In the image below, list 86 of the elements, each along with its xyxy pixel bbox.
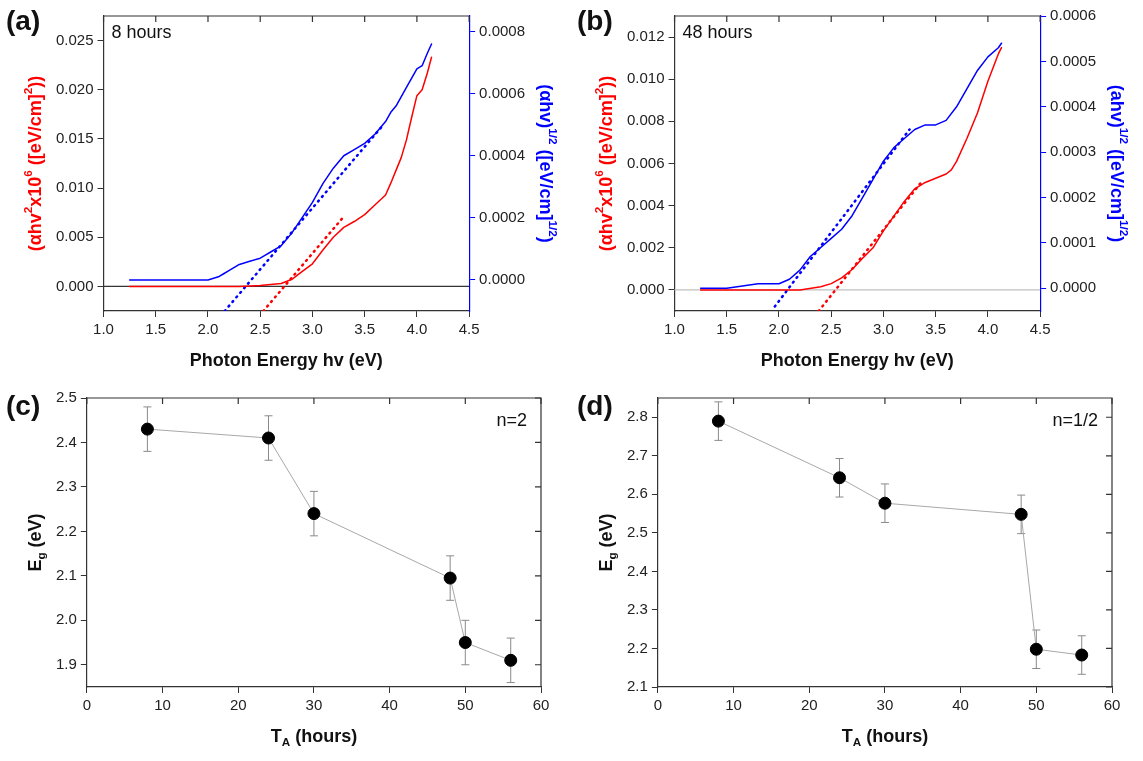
x-axis-title: Photon Energy hv (eV) (760, 349, 954, 370)
y2-tick-label: 0.0005 (1050, 51, 1097, 69)
x-tick-label: 4.0 (406, 320, 428, 338)
x-tick-label: 2.5 (820, 320, 842, 338)
y2-tick-label: 0.0006 (1050, 6, 1097, 24)
y-tick-label: 2.0 (55, 610, 77, 628)
y-tick-label: 2.2 (55, 521, 77, 539)
y-tick-label: 2.1 (626, 677, 648, 695)
y-tick-label: 2.4 (55, 432, 77, 450)
x-tick-label: 50 (1027, 696, 1045, 714)
y-axis-title: (αhv2x106 ([eV/cm]2)) (592, 75, 616, 252)
annotation: n=1/2 (1052, 409, 1098, 430)
y-tick-label: 0.002 (626, 237, 665, 255)
text: (b) (577, 4, 613, 36)
x-tick-label: 2.0 (197, 320, 219, 338)
x-tick-label: 2.5 (249, 320, 271, 338)
x-tick-label: 1.5 (716, 320, 738, 338)
x-tick-label: 1.5 (145, 320, 167, 338)
x-tick-label: 2.0 (768, 320, 790, 338)
y2-tick-label: 0.0000 (1050, 278, 1097, 296)
y-tick-label: 2.2 (626, 638, 648, 656)
y2-axis-title: (αhv)1/2 ([eV/cm]1/2) (536, 84, 560, 243)
text: (d) (577, 389, 613, 421)
x-tick-label: 40 (952, 696, 969, 714)
x-tick-label: 3.5 (925, 320, 947, 338)
y-axis-title: (αhv2x106 ([eV/cm]2)) (21, 75, 45, 252)
y-tick-label: 1.9 (55, 654, 77, 672)
x-tick-label: 3.0 (873, 320, 894, 338)
x-tick-label: 10 (154, 696, 171, 714)
y-tick-label: 0.010 (55, 178, 94, 196)
y-axis-title: Eg (eV) (595, 513, 618, 572)
y-tick-label: 0.004 (626, 195, 665, 213)
y-tick-label: 2.5 (55, 388, 77, 406)
x-tick-label: 1.0 (93, 320, 114, 338)
x-tick-label: 50 (456, 696, 474, 714)
y-tick-label: 0.012 (626, 27, 665, 45)
x-tick-label: 20 (800, 696, 818, 714)
annotation: 8 hours (111, 21, 172, 42)
y2-axis-title: (ahv)1/2 ([eV/cm]1/2) (1107, 84, 1131, 243)
y2-tick-label: 0.0004 (1050, 96, 1097, 114)
x-tick-label: 30 (305, 696, 323, 714)
x-tick-label: 4.0 (977, 320, 999, 338)
text: (c) (6, 389, 41, 421)
y-tick-label: 2.3 (55, 477, 77, 495)
annotation: n=2 (496, 409, 527, 430)
y-tick-label: 2.8 (626, 407, 648, 425)
y-tick-label: 0.010 (626, 69, 665, 87)
y-axis-title: Eg (eV) (24, 513, 47, 572)
y-tick-label: 0.000 (626, 280, 665, 298)
x-tick-label: 1.0 (664, 320, 685, 338)
y2-tick-label: 0.0002 (1050, 187, 1097, 205)
x-tick-label: 60 (532, 696, 550, 714)
y-tick-label: 0.020 (55, 79, 94, 97)
x-tick-label: 0 (82, 696, 92, 714)
y-tick-label: 0.025 (55, 30, 94, 48)
y2-tick-label: 0.0008 (479, 21, 526, 39)
y2-tick-label: 0.0001 (1050, 233, 1097, 251)
y-tick-label: 0.000 (55, 276, 94, 294)
x-tick-label: 3.0 (302, 320, 323, 338)
y2-tick-label: 0.0003 (1050, 142, 1097, 160)
y-tick-label: 2.7 (626, 445, 648, 463)
y2-tick-label: 0.0006 (479, 83, 526, 101)
y-tick-label: 2.1 (55, 565, 77, 583)
y-tick-label: 2.5 (626, 523, 648, 541)
x-tick-label: 0 (653, 696, 663, 714)
x-axis-title: Photon Energy hv (eV) (189, 349, 383, 370)
annotation: 48 hours (682, 21, 753, 42)
y-tick-label: 0.006 (626, 153, 665, 171)
y-tick-label: 2.4 (626, 561, 648, 579)
x-tick-label: 4.5 (1029, 320, 1051, 338)
y-tick-label: 0.005 (55, 227, 94, 245)
y2-tick-label: 0.0000 (479, 270, 526, 288)
y2-tick-label: 0.0002 (479, 207, 526, 225)
text: (a) (6, 4, 41, 36)
x-tick-label: 20 (229, 696, 247, 714)
x-tick-label: 40 (381, 696, 398, 714)
x-tick-label: 30 (876, 696, 894, 714)
x-tick-label: 10 (725, 696, 742, 714)
y-tick-label: 2.6 (626, 484, 648, 502)
x-tick-label: 3.5 (354, 320, 376, 338)
y-tick-label: 0.008 (626, 111, 665, 129)
x-tick-label: 4.5 (458, 320, 480, 338)
x-tick-label: 60 (1103, 696, 1121, 714)
y-tick-label: 0.015 (55, 129, 94, 147)
y-tick-label: 2.3 (626, 600, 648, 618)
y2-tick-label: 0.0004 (479, 145, 526, 163)
